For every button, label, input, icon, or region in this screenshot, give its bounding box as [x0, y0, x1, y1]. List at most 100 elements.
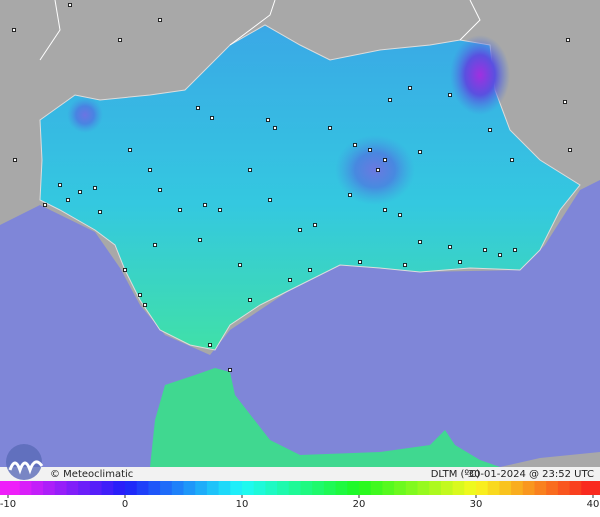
colorbar-cell	[277, 481, 290, 495]
colorbar-cell	[230, 481, 243, 495]
colorbar-cell	[0, 481, 21, 495]
station	[273, 126, 277, 130]
station	[353, 143, 357, 147]
colorbar-cell	[148, 481, 161, 495]
station	[218, 208, 222, 212]
colorbar-cell	[43, 481, 56, 495]
station	[143, 303, 147, 307]
station	[118, 38, 122, 42]
station	[418, 240, 422, 244]
region-andalusia	[39, 24, 581, 351]
station	[348, 193, 352, 197]
station	[513, 248, 517, 252]
station	[248, 298, 252, 302]
colorbar-cell	[265, 481, 278, 495]
colorbar-cell	[359, 481, 372, 495]
colorbar-cell	[464, 481, 477, 495]
station	[196, 106, 200, 110]
colorbar-cell	[66, 481, 79, 495]
brand: © Meteoclimatic	[50, 469, 133, 480]
colorbar-cell	[429, 481, 442, 495]
colorbar-cell	[476, 481, 489, 495]
station	[418, 150, 422, 154]
logo	[6, 444, 44, 480]
footer-strip	[0, 467, 600, 481]
station	[123, 268, 127, 272]
colorbar-cell	[370, 481, 383, 495]
variable: DLTM (ºC)	[431, 469, 480, 480]
station	[128, 148, 132, 152]
colorbar-cell	[499, 481, 512, 495]
station	[93, 186, 97, 190]
cold-spot	[335, 135, 415, 205]
colorbar-cell	[405, 481, 418, 495]
station	[388, 98, 392, 102]
colorbar-cell	[206, 481, 220, 495]
station	[458, 260, 462, 264]
colorbar-tick-label: 30	[470, 499, 483, 510]
colorbar-cell	[183, 481, 196, 495]
station	[483, 248, 487, 252]
timestamp: 30-01-2024 @ 23:52 UTC	[468, 469, 594, 480]
station	[298, 228, 302, 232]
colorbar-cell	[312, 481, 325, 495]
colorbar-cell	[522, 481, 535, 495]
station	[43, 203, 47, 207]
colorbar-cell	[19, 481, 32, 495]
station	[448, 93, 452, 97]
station	[248, 168, 252, 172]
station	[568, 148, 572, 152]
colorbar-cell	[323, 481, 337, 495]
station	[368, 148, 372, 152]
station	[208, 343, 212, 347]
station	[78, 190, 82, 194]
colorbar-cell	[253, 481, 266, 495]
station	[178, 208, 182, 212]
station	[358, 260, 362, 264]
station	[376, 168, 380, 172]
station	[566, 38, 570, 42]
station	[498, 253, 502, 257]
colorbar-cell	[382, 481, 395, 495]
station	[313, 223, 317, 227]
colorbar-tick-label: 20	[353, 499, 366, 510]
colorbar-cell	[218, 481, 231, 495]
station	[328, 126, 332, 130]
station	[308, 268, 312, 272]
station	[148, 168, 152, 172]
station	[203, 203, 207, 207]
colorbar-tick-label: -10	[0, 499, 16, 510]
colorbar-cell	[487, 481, 500, 495]
station	[138, 293, 142, 297]
station	[58, 183, 62, 187]
station	[488, 128, 492, 132]
station	[153, 243, 157, 247]
colorbar-cell	[300, 481, 313, 495]
colorbar-cell	[417, 481, 430, 495]
colorbar-tick-label: 40	[587, 499, 600, 510]
sea	[0, 180, 600, 467]
cold-spot	[67, 97, 103, 133]
colorbar-cell	[335, 481, 348, 495]
station	[510, 158, 514, 162]
colorbar-cell	[125, 481, 138, 495]
colorbar-cell	[534, 481, 547, 495]
station	[158, 18, 162, 22]
station	[383, 158, 387, 162]
colorbar: -10 0 10 20 30 40	[0, 481, 600, 510]
station	[158, 188, 162, 192]
station	[210, 116, 214, 120]
station	[238, 263, 242, 267]
colorbar-cell	[54, 481, 67, 495]
station	[266, 118, 270, 122]
station	[563, 100, 567, 104]
station	[228, 368, 232, 372]
colorbar-cell	[113, 481, 126, 495]
region-morocco	[150, 368, 500, 467]
station	[12, 28, 16, 32]
colorbar-cell	[511, 481, 524, 495]
colorbar-cell	[581, 481, 600, 495]
station	[268, 198, 272, 202]
station	[408, 86, 412, 90]
